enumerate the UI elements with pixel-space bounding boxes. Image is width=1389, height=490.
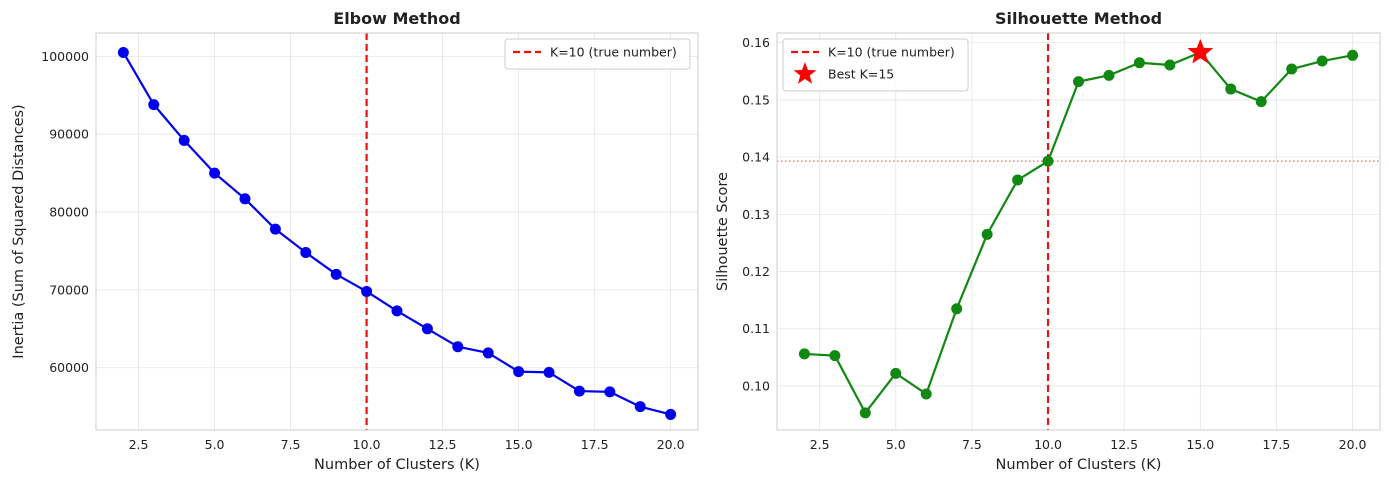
data-point	[1133, 57, 1145, 69]
x-tick-label: 2.5	[129, 437, 149, 452]
legend-box	[504, 38, 691, 70]
plot-area	[777, 33, 1380, 430]
y-axis-label: Silhouette Score	[715, 172, 731, 291]
data-point	[951, 303, 963, 315]
data-point	[1073, 76, 1084, 88]
best-k-star-marker	[1187, 38, 1214, 64]
legend-label: Best K=15	[828, 67, 894, 82]
legend: K=10 (true number) Best K=15	[782, 38, 969, 92]
y-tick-label: 0.15	[742, 92, 770, 107]
legend-box	[782, 38, 969, 92]
data-point	[452, 341, 464, 353]
chart-panel-1: 2.5 5.0 7.5 10.0 12.5 15.0 17.5 20.0 60000 70000 8…	[11, 9, 699, 473]
x-tick-label: 2.5	[810, 437, 830, 452]
x-axis-label: Number of Clusters (K)	[996, 457, 1162, 473]
data-point	[798, 348, 810, 360]
data-point	[573, 385, 585, 397]
data-point	[330, 268, 342, 280]
x-tick-label: 7.5	[281, 437, 301, 452]
data-point	[1164, 59, 1176, 71]
y-tick-label: 0.11	[742, 321, 770, 336]
chart-title: Silhouette Method	[995, 9, 1162, 28]
x-tick-label: 5.0	[205, 437, 225, 452]
x-tick-label: 12.5	[1110, 437, 1138, 452]
x-tick-label: 15.0	[505, 437, 533, 452]
y-tick-label: 60000	[49, 360, 89, 375]
data-point	[391, 305, 403, 317]
x-tick-label: 20.0	[1339, 437, 1367, 452]
x-tick-label: 15.0	[1186, 437, 1214, 452]
y-tick-label: 0.16	[742, 35, 770, 50]
legend: K=10 (true number)	[504, 38, 691, 70]
y-tick-label: 90000	[49, 127, 89, 142]
data-point	[269, 223, 281, 235]
y-tick-label: 80000	[49, 205, 89, 220]
plot-area	[96, 33, 698, 430]
chart-panel-2: 2.5 5.0 7.5 10.0 12.5 15.0 17.5 20.0 0.10 0.11 0.1…	[715, 9, 1381, 473]
y-tick-label: 0.14	[742, 150, 770, 165]
y-axis-label: Inertia (Sum of Squared Distances)	[11, 104, 27, 358]
data-point	[604, 386, 616, 398]
data-point	[1042, 155, 1054, 167]
data-point	[300, 247, 312, 259]
data-point	[117, 46, 129, 58]
data-point	[1347, 49, 1359, 61]
plot-frame	[776, 32, 1381, 431]
data-point	[209, 167, 221, 179]
legend-label: K=10 (true number)	[550, 45, 677, 60]
data-point	[148, 99, 160, 111]
chart-title: Elbow Method	[333, 9, 460, 28]
x-tick-label: 10.0	[1034, 437, 1062, 452]
x-tick-label: 17.5	[581, 437, 609, 452]
data-point	[1225, 83, 1237, 95]
data-point	[1103, 69, 1115, 81]
data-point	[920, 388, 932, 400]
data-point	[361, 285, 373, 297]
y-tick-label: 0.10	[742, 378, 770, 393]
data-point	[1255, 96, 1267, 108]
x-tick-label: 12.5	[429, 437, 457, 452]
data-point	[1286, 63, 1298, 75]
data-point	[890, 367, 902, 379]
x-tick-label: 7.5	[962, 437, 982, 452]
x-tick-label: 10.0	[353, 437, 381, 452]
data-point	[1012, 174, 1024, 186]
y-tick-label: 70000	[49, 282, 89, 297]
data-point	[1316, 55, 1328, 67]
data-point	[634, 401, 646, 413]
data-point	[829, 350, 841, 362]
data-point	[859, 407, 871, 419]
plot-frame	[95, 32, 699, 431]
data-point	[543, 366, 555, 378]
x-tick-label: 5.0	[886, 437, 906, 452]
data-point	[665, 408, 677, 420]
y-tick-label: 100000	[41, 49, 89, 64]
y-tick-label: 0.13	[742, 207, 770, 222]
data-point	[513, 366, 525, 378]
data-point	[178, 134, 190, 146]
data-point	[421, 323, 433, 335]
x-tick-label: 20.0	[657, 437, 685, 452]
y-tick-label: 0.12	[742, 264, 770, 279]
data-point	[482, 347, 494, 359]
x-axis-label: Number of Clusters (K)	[314, 457, 480, 473]
x-tick-label: 17.5	[1263, 437, 1291, 452]
legend-star-swatch	[793, 62, 817, 84]
data-point	[981, 228, 993, 240]
legend-label: K=10 (true number)	[828, 45, 955, 60]
data-point	[239, 193, 251, 205]
